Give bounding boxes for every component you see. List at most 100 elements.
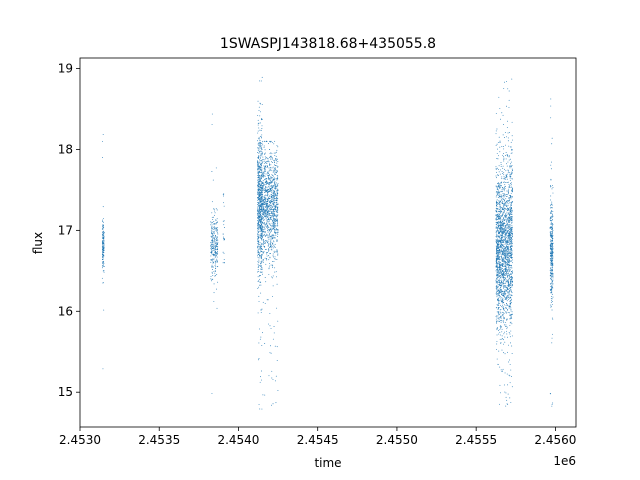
data-point bbox=[274, 162, 276, 164]
data-point bbox=[497, 268, 498, 269]
data-point bbox=[497, 244, 499, 246]
data-point bbox=[497, 282, 499, 284]
data-point bbox=[503, 211, 505, 213]
data-point bbox=[265, 263, 267, 265]
data-point bbox=[268, 220, 270, 222]
data-point bbox=[214, 261, 216, 263]
data-point bbox=[262, 140, 263, 142]
data-point bbox=[276, 145, 278, 146]
data-point bbox=[267, 200, 268, 202]
data-point bbox=[260, 181, 262, 183]
data-point bbox=[503, 286, 505, 288]
data-point bbox=[511, 317, 513, 319]
data-point bbox=[261, 256, 262, 257]
data-point bbox=[502, 290, 504, 292]
data-point bbox=[503, 157, 505, 159]
data-point bbox=[257, 123, 259, 125]
data-point bbox=[275, 158, 277, 160]
data-point bbox=[499, 267, 500, 269]
data-point bbox=[503, 308, 505, 310]
data-point bbox=[511, 78, 513, 80]
data-point bbox=[260, 171, 262, 173]
data-point bbox=[507, 155, 509, 156]
data-point bbox=[499, 194, 501, 196]
data-point bbox=[508, 277, 510, 279]
data-point bbox=[266, 257, 268, 259]
data-point bbox=[272, 199, 274, 201]
data-point bbox=[264, 198, 266, 200]
data-point bbox=[275, 186, 277, 188]
data-point bbox=[261, 233, 263, 235]
data-point bbox=[550, 247, 552, 249]
data-point bbox=[273, 193, 275, 195]
data-point bbox=[274, 165, 276, 166]
data-point bbox=[498, 183, 500, 185]
data-point bbox=[258, 194, 260, 196]
data-point bbox=[510, 260, 512, 262]
data-point bbox=[505, 219, 507, 220]
data-point bbox=[271, 184, 273, 186]
data-point bbox=[500, 315, 502, 317]
data-point bbox=[267, 226, 269, 228]
data-point bbox=[266, 234, 268, 236]
data-point bbox=[263, 231, 265, 233]
data-point bbox=[495, 211, 497, 213]
data-point bbox=[102, 255, 104, 257]
data-point bbox=[216, 218, 218, 220]
data-point bbox=[271, 182, 272, 184]
data-point bbox=[260, 282, 262, 283]
data-point bbox=[551, 234, 553, 236]
data-point bbox=[500, 219, 502, 221]
data-point bbox=[498, 284, 500, 285]
data-point bbox=[506, 290, 508, 292]
data-point bbox=[511, 243, 512, 245]
data-point bbox=[508, 281, 510, 282]
data-point bbox=[502, 277, 504, 279]
data-point bbox=[267, 215, 269, 217]
data-point bbox=[272, 378, 274, 380]
data-point bbox=[551, 263, 553, 265]
data-point bbox=[501, 317, 503, 319]
data-point bbox=[552, 204, 554, 206]
data-point bbox=[505, 234, 506, 236]
data-point bbox=[268, 259, 270, 261]
data-point bbox=[509, 224, 511, 226]
data-point bbox=[511, 172, 513, 174]
data-point bbox=[506, 326, 508, 328]
data-point bbox=[102, 224, 104, 225]
data-point bbox=[257, 219, 258, 221]
data-point bbox=[265, 218, 267, 220]
data-point bbox=[259, 184, 261, 186]
data-point bbox=[498, 184, 500, 185]
data-point bbox=[258, 122, 260, 124]
data-point bbox=[212, 275, 214, 276]
data-point bbox=[214, 272, 216, 274]
data-point bbox=[501, 267, 503, 269]
data-point bbox=[261, 174, 263, 176]
data-point bbox=[266, 299, 268, 301]
data-point bbox=[264, 171, 266, 172]
data-point bbox=[273, 152, 275, 154]
data-point bbox=[502, 271, 504, 273]
data-point bbox=[551, 271, 553, 273]
data-point bbox=[501, 211, 503, 213]
data-point bbox=[259, 167, 261, 169]
data-point bbox=[495, 168, 497, 169]
data-point bbox=[277, 223, 279, 225]
data-point bbox=[508, 220, 510, 222]
data-point bbox=[259, 157, 261, 159]
data-point bbox=[214, 241, 216, 243]
data-point bbox=[257, 227, 259, 228]
data-point bbox=[269, 262, 271, 264]
data-point bbox=[261, 137, 262, 139]
data-point bbox=[498, 244, 500, 245]
data-point bbox=[258, 213, 260, 215]
data-point bbox=[550, 302, 552, 303]
x-tick-label: 2.4545 bbox=[297, 433, 339, 447]
data-point bbox=[512, 169, 514, 171]
data-point bbox=[501, 311, 503, 313]
data-point bbox=[500, 166, 502, 167]
data-point bbox=[508, 282, 510, 284]
data-point bbox=[276, 179, 278, 181]
data-point bbox=[496, 279, 498, 280]
